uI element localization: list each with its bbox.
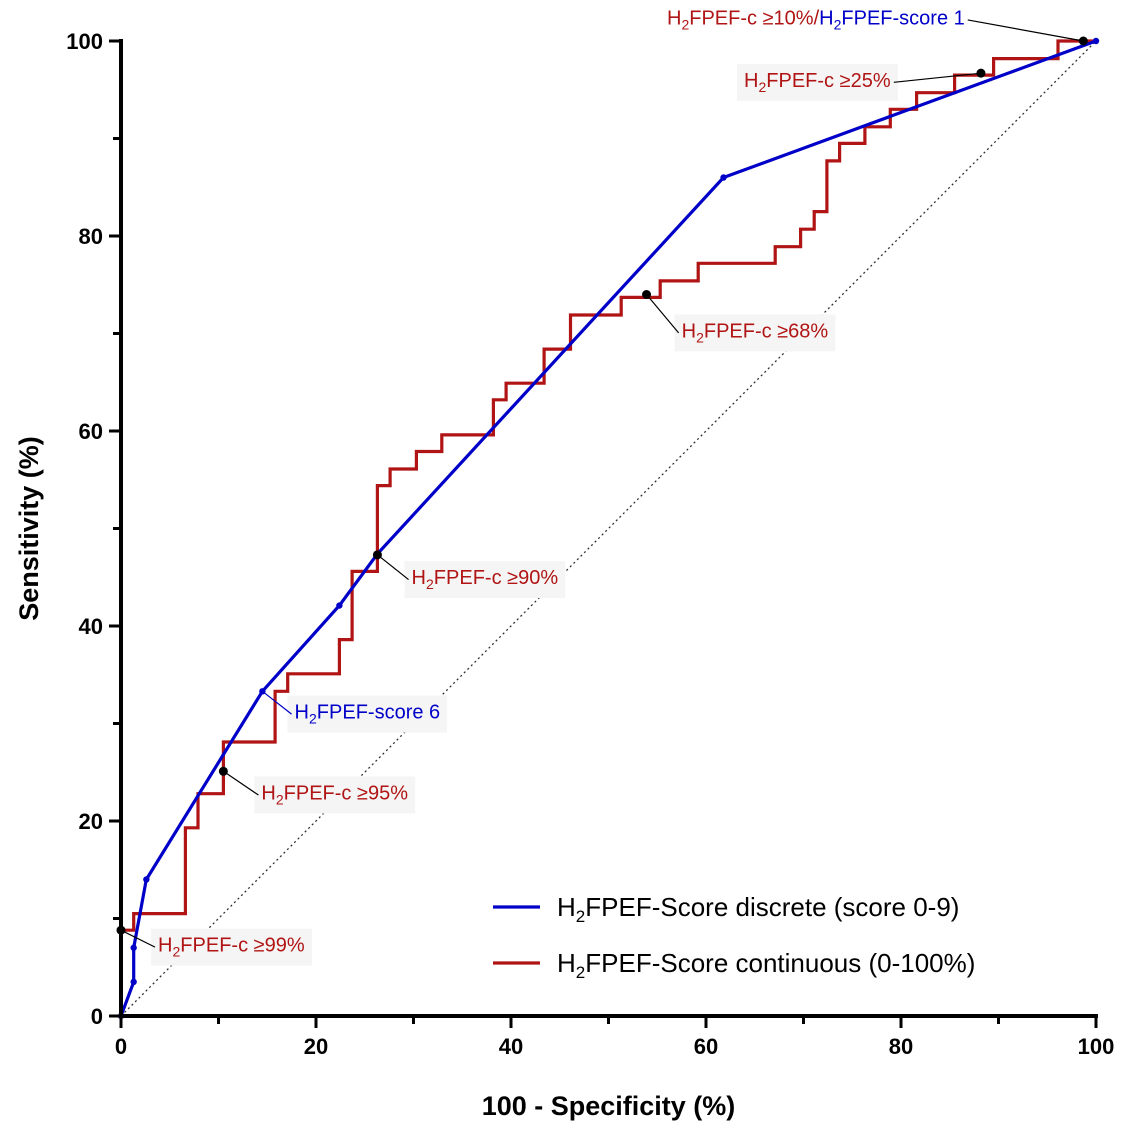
discrete-point-marker [336, 602, 342, 608]
annotation-label: H2FPEF-c ≥10%/H2FPEF-score 1 [667, 7, 965, 32]
annotation-leader-line [377, 555, 408, 580]
x-axis-ticks: 0 20 40 60 80 100 [115, 1016, 1114, 1059]
discrete-point-marker [1093, 38, 1099, 44]
y-tick-label: 60 [79, 419, 103, 444]
y-tick-label: 20 [79, 809, 103, 834]
x-tick-label: 0 [115, 1034, 127, 1059]
y-tick-label: 100 [66, 29, 103, 54]
legend: H2FPEF-Score discrete (score 0-9) H2FPEF… [493, 892, 975, 982]
annotation-leader-line [894, 73, 981, 82]
discrete-point-marker [130, 945, 136, 951]
plot-area: H2FPEF-c ≥99% H2FPEF-c ≥95% H2FPEF-score 6… [117, 7, 1100, 1019]
annotation-label: H2FPEF-score 6 [295, 702, 441, 727]
discrete-point-marker [143, 876, 149, 882]
discrete-point-marker [130, 979, 136, 985]
annotation-label: H2FPEF-c ≥99% [158, 935, 305, 960]
annotation-point-marker [642, 290, 651, 299]
annotation-label: H2FPEF-c ≥68% [682, 320, 829, 345]
annotation-point-marker [976, 69, 985, 78]
x-tick-label: 20 [304, 1034, 328, 1059]
annotation-leader-line [968, 20, 1084, 41]
x-tick-label: 40 [499, 1034, 523, 1059]
annotation-point-marker [1079, 37, 1088, 46]
annotation-texts: H2FPEF-c ≥99% H2FPEF-c ≥95% H2FPEF-score 6… [158, 7, 965, 959]
annotation-leader-line [262, 691, 291, 714]
x-axis-title: 100 - Specificity (%) [482, 1091, 736, 1121]
annotation-point-marker [219, 767, 228, 776]
y-tick-label: 80 [79, 224, 103, 249]
x-tick-label: 80 [889, 1034, 913, 1059]
y-tick-label: 0 [91, 1004, 103, 1029]
discrete-point-marker [720, 174, 726, 180]
annotation-label: H2FPEF-c ≥25% [744, 70, 891, 95]
x-tick-label: 100 [1078, 1034, 1115, 1059]
annotation-leader-line [647, 295, 679, 333]
x-tick-label: 60 [694, 1034, 718, 1059]
annotation-boxes [151, 64, 898, 966]
annotation-leader-line [223, 771, 258, 795]
y-axis-ticks: 0 20 40 60 80 100 [66, 29, 121, 1029]
y-tick-label: 40 [79, 614, 103, 639]
annotation-label: H2FPEF-c ≥95% [261, 783, 408, 808]
annotation-point-marker [373, 550, 382, 559]
reference-diagonal-line [121, 41, 1096, 1016]
annotation-label: H2FPEF-c ≥90% [412, 567, 559, 592]
legend-label-continuous: H2FPEF-Score continuous (0-100%) [557, 948, 975, 982]
y-axis-title: Sensitivity (%) [14, 436, 44, 621]
legend-label-discrete: H2FPEF-Score discrete (score 0-9) [557, 892, 959, 926]
